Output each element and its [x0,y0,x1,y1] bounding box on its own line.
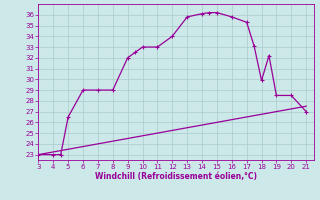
X-axis label: Windchill (Refroidissement éolien,°C): Windchill (Refroidissement éolien,°C) [95,172,257,181]
